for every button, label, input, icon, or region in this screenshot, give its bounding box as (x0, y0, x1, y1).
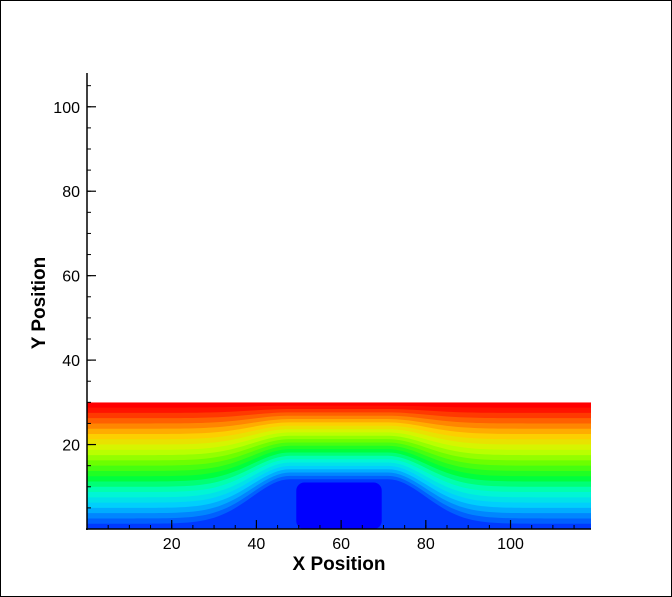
y-tick-label: 40 (62, 353, 80, 370)
x-tick-label: 60 (332, 536, 350, 553)
tick-labels: 20 40 60 80 100 20 40 60 80 100 (53, 100, 524, 553)
y-tick-label: 20 (62, 438, 80, 455)
axis-ticks (87, 85, 575, 529)
contour-bands (87, 402, 591, 530)
x-tick-label: 80 (417, 536, 435, 553)
y-axis-title: Y Position (29, 257, 50, 350)
y-tick-label: 100 (53, 100, 80, 117)
obstacle-region (296, 482, 382, 529)
x-tick-label: 40 (248, 536, 266, 553)
x-axis-title: X Position (293, 554, 386, 575)
x-tick-label: 100 (497, 536, 524, 553)
y-tick-label: 80 (62, 184, 80, 201)
y-tick-label: 60 (62, 269, 80, 286)
x-tick-label: 20 (163, 536, 181, 553)
